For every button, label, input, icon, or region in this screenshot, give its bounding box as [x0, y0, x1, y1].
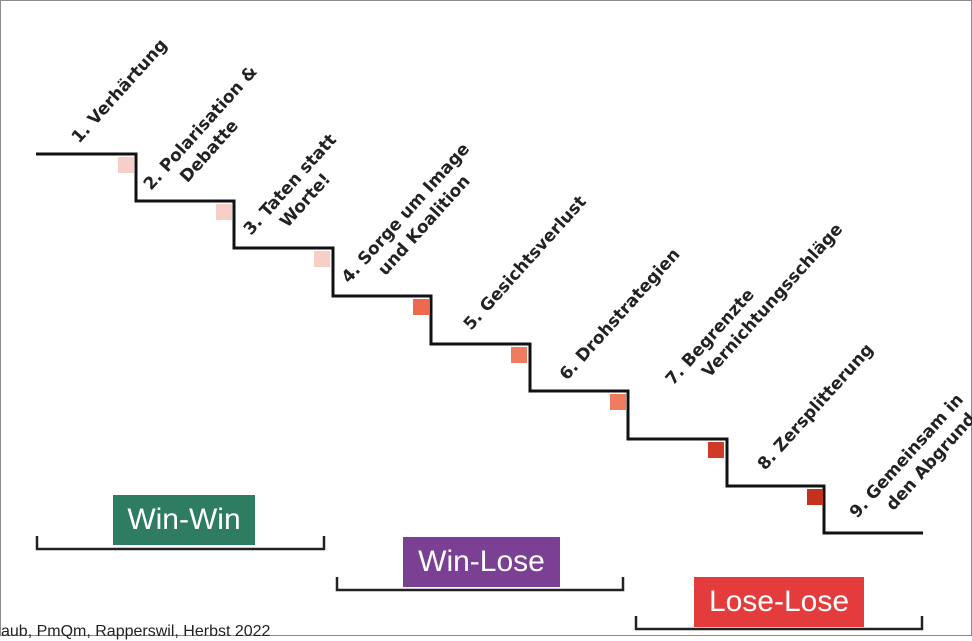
step-label-2: 2. Polarisation &Debatte [140, 62, 278, 209]
step-marker-8 [708, 442, 724, 458]
step-label-4: 4. Sorge um Imageund Koalition [338, 139, 490, 302]
step-label-3: 3. Taten stattWorte! [240, 130, 357, 254]
phase-badge-win-lose: Win-Lose [403, 537, 560, 587]
step-label-line: 5. Gesichtsverlust [460, 192, 591, 334]
step-marker-4 [314, 251, 330, 267]
staircase-line [36, 152, 923, 535]
step-label-8: 8. Zersplitterung [754, 340, 878, 474]
phase-brackets [35, 536, 924, 631]
step-marker-5 [413, 299, 429, 315]
step-label-1: 1. Verhärtung [68, 35, 172, 147]
step-marker-7 [610, 394, 626, 410]
step-label-5: 5. Gesichtsverlust [460, 192, 591, 334]
step-marker-6 [511, 347, 527, 363]
step-label-line: Vernichtungsschläge [698, 220, 847, 382]
phase-badge-win-win: Win-Win [113, 495, 255, 545]
phase-bracket-1 [35, 536, 326, 551]
phase-bracket-2 [335, 577, 625, 592]
step-label-6: 6. Drohstrategien [556, 245, 685, 385]
step-label-line: 1. Verhärtung [68, 35, 172, 147]
phase-badge-lose-lose: Lose-Lose [694, 577, 864, 627]
step-label-9: 9. Gemeinsam inden Abgrund [846, 390, 972, 537]
step-label-line: 8. Zersplitterung [754, 340, 878, 474]
step-marker-9 [807, 489, 823, 505]
step-marker-3 [216, 204, 232, 220]
step-marker-2 [118, 157, 134, 173]
step-label-line: 4. Sorge um Image [338, 139, 474, 287]
step-label-line: 6. Drohstrategien [556, 245, 685, 385]
phase-bracket-3 [634, 616, 924, 631]
step-label-7: 7. BegrenzteVernichtungsschläge [662, 205, 847, 404]
footer-credit: aub, PmQm, Rapperswil, Herbst 2022 [1, 623, 271, 640]
step-markers [118, 157, 823, 505]
